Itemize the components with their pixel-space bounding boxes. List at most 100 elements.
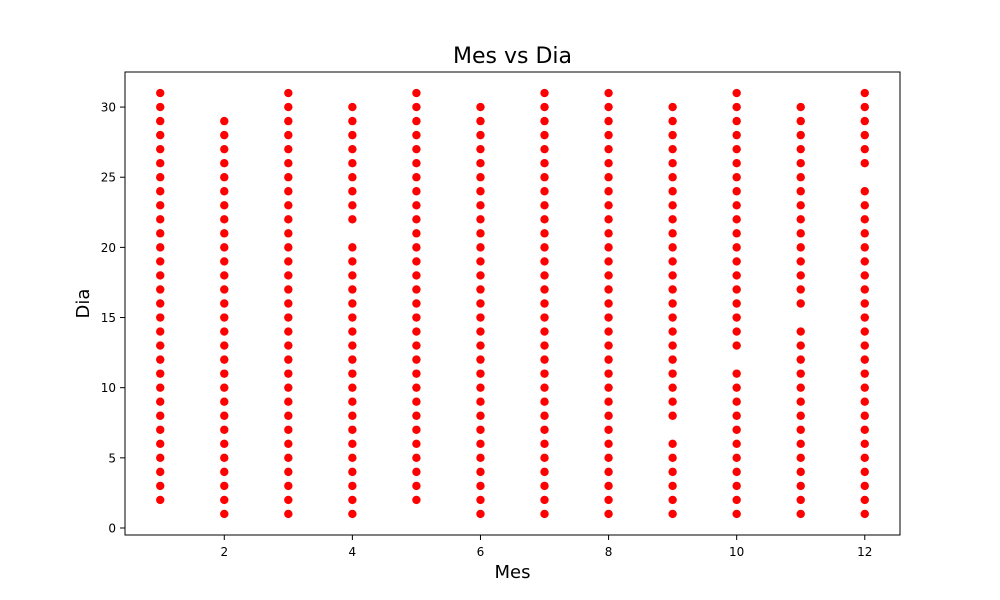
scatter-point (348, 201, 357, 210)
scatter-point (604, 495, 613, 505)
scatter-point (220, 495, 229, 505)
scatter-point (348, 481, 357, 491)
scatter-point (348, 411, 357, 420)
scatter-point (796, 243, 805, 252)
scatter-point (604, 215, 613, 224)
scatter-point (604, 158, 613, 168)
scatter-point (860, 285, 869, 294)
scatter-point (860, 383, 869, 392)
scatter-point (604, 173, 613, 182)
scatter-point (284, 88, 293, 98)
scatter-point (796, 158, 805, 168)
scatter-point (860, 88, 869, 98)
scatter-point (156, 229, 165, 238)
scatter-point (476, 467, 485, 477)
scatter-point (348, 144, 357, 154)
scatter-point (796, 411, 805, 420)
x-tick-label: 6 (477, 545, 485, 559)
scatter-point (476, 481, 485, 491)
scatter-point (732, 369, 741, 378)
scatter-point (796, 327, 805, 336)
y-tick-label: 25 (101, 171, 116, 185)
scatter-point (156, 116, 165, 126)
plot-frame (124, 71, 901, 536)
scatter-point (476, 257, 485, 266)
scatter-point (732, 215, 741, 224)
scatter-point (860, 495, 869, 505)
scatter-point (156, 453, 165, 463)
scatter-point (604, 243, 613, 252)
scatter-point (348, 173, 357, 182)
scatter-point (284, 173, 293, 182)
scatter-point (412, 243, 421, 252)
scatter-point (732, 327, 741, 336)
scatter-point (860, 102, 869, 112)
scatter-point (348, 285, 357, 294)
scatter-point (156, 243, 165, 252)
scatter-point (604, 369, 613, 378)
scatter-point (796, 397, 805, 406)
scatter-point (412, 313, 421, 322)
scatter-point (348, 355, 357, 364)
scatter-point (604, 453, 613, 463)
scatter-point (348, 130, 357, 140)
scatter-point (284, 439, 293, 449)
scatter-point (732, 187, 741, 196)
scatter-point (476, 130, 485, 140)
scatter-point (732, 481, 741, 491)
scatter-point (668, 116, 677, 126)
scatter-point (476, 397, 485, 406)
scatter-point (412, 144, 421, 154)
scatter-point (348, 467, 357, 477)
scatter-point (476, 144, 485, 154)
scatter-point (412, 411, 421, 420)
scatter-point (476, 327, 485, 336)
scatter-point (348, 299, 357, 308)
scatter-point (540, 130, 549, 140)
scatter-point (604, 439, 613, 449)
scatter-point (540, 509, 549, 519)
scatter-point (156, 383, 165, 392)
scatter-point (348, 215, 357, 224)
scatter-point (732, 144, 741, 154)
scatter-point (284, 144, 293, 154)
scatter-point (860, 341, 869, 350)
scatter-point (348, 327, 357, 336)
scatter-point (796, 453, 805, 463)
scatter-point (412, 229, 421, 238)
scatter-point (604, 271, 613, 280)
scatter-point (540, 495, 549, 505)
scatter-point (220, 453, 229, 463)
scatter-point (156, 481, 165, 491)
scatter-point (412, 158, 421, 168)
scatter-point (220, 439, 229, 449)
scatter-point (220, 411, 229, 420)
x-tick-label: 8 (605, 545, 613, 559)
scatter-point (284, 383, 293, 392)
scatter-point (412, 383, 421, 392)
scatter-point (284, 411, 293, 420)
scatter-point (860, 313, 869, 322)
scatter-point (796, 439, 805, 449)
scatter-point (412, 355, 421, 364)
scatter-point (476, 425, 485, 434)
scatter-point (476, 439, 485, 449)
scatter-point (796, 467, 805, 477)
scatter-point (732, 201, 741, 210)
scatter-point (668, 327, 677, 336)
scatter-point (156, 397, 165, 406)
scatter-point (860, 425, 869, 434)
scatter-point (540, 285, 549, 294)
scatter-point (220, 116, 229, 126)
scatter-point (540, 411, 549, 420)
scatter-point (284, 467, 293, 477)
scatter-point (476, 453, 485, 463)
scatter-point (860, 397, 869, 406)
scatter-point (540, 383, 549, 392)
scatter-point (732, 453, 741, 463)
scatter-point (220, 313, 229, 322)
scatter-point (604, 341, 613, 350)
scatter-point (540, 299, 549, 308)
scatter-point (348, 439, 357, 449)
